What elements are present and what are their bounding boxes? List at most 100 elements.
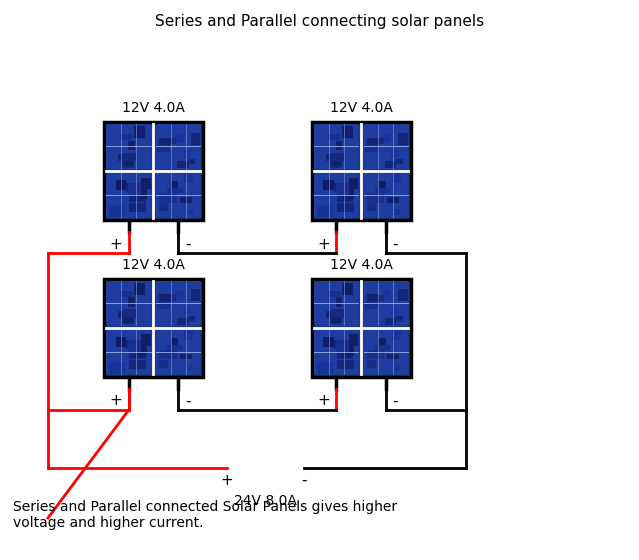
Text: +: + <box>317 237 330 251</box>
Bar <box>375 189 390 193</box>
Bar <box>398 133 408 144</box>
Bar <box>159 138 171 145</box>
Bar <box>109 362 125 374</box>
Bar <box>156 281 201 325</box>
Bar <box>118 311 131 318</box>
Bar <box>120 134 132 141</box>
Bar <box>330 316 341 324</box>
Bar <box>392 173 401 183</box>
Bar <box>171 181 178 193</box>
Bar <box>335 154 341 161</box>
Bar <box>128 311 134 318</box>
Bar <box>120 291 132 297</box>
Bar <box>332 318 342 323</box>
Bar <box>122 316 134 324</box>
Text: 12V 4.0A: 12V 4.0A <box>330 101 392 115</box>
Bar <box>116 180 127 190</box>
Bar <box>349 178 358 189</box>
Text: +: + <box>109 237 122 251</box>
Bar <box>328 291 340 297</box>
Bar <box>183 150 191 158</box>
Bar <box>106 281 151 325</box>
Bar <box>128 183 141 196</box>
Text: +: + <box>220 473 233 488</box>
Bar <box>342 126 353 138</box>
Bar <box>378 185 383 192</box>
Bar <box>396 208 401 214</box>
Bar <box>330 159 341 167</box>
Bar <box>122 159 134 167</box>
Bar <box>336 340 349 353</box>
Bar <box>364 173 408 218</box>
Text: 24V 8.0A: 24V 8.0A <box>234 494 296 508</box>
Bar <box>385 161 396 167</box>
Bar <box>118 154 131 161</box>
Bar <box>183 306 191 315</box>
Text: 12V 4.0A: 12V 4.0A <box>122 101 185 115</box>
Bar <box>364 330 408 374</box>
Bar <box>396 316 403 321</box>
Bar <box>391 306 399 315</box>
Bar <box>314 124 358 169</box>
Bar <box>126 183 139 192</box>
Bar <box>378 181 386 193</box>
Bar <box>177 161 189 167</box>
Bar <box>166 138 176 144</box>
Bar <box>128 154 134 161</box>
Bar <box>128 340 141 353</box>
Bar <box>317 206 333 217</box>
Bar <box>190 133 201 144</box>
Bar <box>135 343 146 356</box>
Bar <box>188 316 195 321</box>
Bar <box>180 354 192 360</box>
Bar <box>331 310 344 318</box>
Bar <box>334 183 346 192</box>
Bar <box>190 290 201 301</box>
Bar <box>342 283 353 295</box>
Bar <box>311 122 410 220</box>
Bar <box>125 161 134 166</box>
Bar <box>331 153 344 161</box>
Bar <box>106 124 151 169</box>
Bar <box>141 334 151 346</box>
Bar <box>106 330 151 374</box>
Bar <box>177 318 189 324</box>
Bar <box>156 124 201 169</box>
Bar <box>185 173 193 183</box>
Bar <box>367 193 384 203</box>
Bar <box>367 350 384 360</box>
Bar <box>337 346 353 359</box>
Bar <box>159 360 168 368</box>
Bar <box>314 330 358 374</box>
Bar <box>323 180 334 190</box>
Bar <box>364 281 408 325</box>
Text: -: - <box>185 393 190 408</box>
Bar <box>109 206 125 217</box>
Bar <box>336 141 343 150</box>
Bar <box>106 173 151 218</box>
Bar <box>171 185 175 192</box>
Bar <box>314 173 358 218</box>
Bar <box>367 203 376 211</box>
Bar <box>135 186 146 199</box>
Bar <box>323 337 334 347</box>
Bar <box>176 134 184 143</box>
Bar <box>367 138 379 145</box>
Bar <box>337 189 353 202</box>
Bar <box>126 339 139 349</box>
Bar <box>326 154 339 161</box>
Text: Series and Parallel connecting solar panels: Series and Parallel connecting solar pan… <box>155 14 484 29</box>
Bar <box>326 311 339 318</box>
Bar <box>171 338 178 350</box>
Bar <box>166 295 176 301</box>
Bar <box>334 339 346 349</box>
Bar <box>336 183 349 196</box>
Bar <box>134 283 145 295</box>
Bar <box>129 203 146 212</box>
Bar <box>159 203 168 211</box>
Bar <box>378 338 386 350</box>
Bar <box>387 354 399 360</box>
Bar <box>335 311 341 318</box>
Bar <box>365 146 378 152</box>
Text: -: - <box>301 473 306 488</box>
